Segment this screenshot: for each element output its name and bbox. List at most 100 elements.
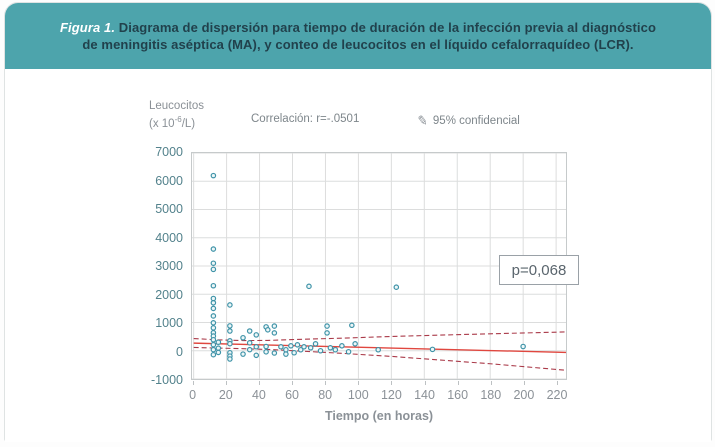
scatter-point (210, 346, 217, 353)
scatter-point (317, 347, 324, 354)
figure-caption-line2: de meningitis aséptica (MA), y conteo de… (82, 37, 634, 52)
scatter-point (375, 346, 381, 353)
y-tick-label: 6000 (155, 173, 183, 188)
scatter-point (215, 349, 222, 356)
scatter-point (227, 340, 233, 347)
scatter-point (265, 327, 271, 333)
scatter-point (339, 343, 345, 349)
scatter-point (520, 343, 526, 350)
y-tick-label: 1000 (155, 316, 183, 330)
y-axis-unit: (x 10-6/L) (149, 115, 196, 130)
scatter-point (210, 172, 217, 179)
x-tick-label: 180 (480, 388, 502, 402)
scatter-point (227, 302, 233, 308)
ci-lower-line (193, 346, 566, 371)
scatter-point (210, 266, 217, 273)
scatter-point (393, 284, 400, 290)
scatter-point (271, 350, 278, 356)
scatter-point (210, 320, 217, 326)
scatter-point (227, 323, 233, 329)
scatter-point (278, 344, 284, 350)
scatter-point (271, 330, 278, 336)
scatter-point (312, 341, 319, 347)
scatter-point (263, 343, 269, 350)
scatter-point (263, 349, 269, 355)
scatter-point (246, 328, 253, 334)
x-tick-mark (424, 381, 426, 385)
x-tick-label: 160 (447, 388, 469, 402)
scatter-point (253, 332, 260, 338)
scatter-point (291, 349, 297, 356)
x-axis-title: Tiempo (en horas) (324, 409, 434, 423)
x-tick-label: 140 (414, 388, 435, 402)
x-tick-mark (225, 381, 227, 385)
scatter-point (429, 346, 436, 353)
correlation-label: Correlación: r=-.0501 (251, 113, 360, 125)
scatter-point (210, 313, 217, 319)
scatter-point (253, 344, 260, 350)
x-tick-label: 120 (380, 388, 402, 402)
scatter-point (240, 334, 246, 341)
y-tick-label: -1000 (151, 373, 183, 387)
x-tick-mark (490, 381, 492, 385)
p-value-box: p=0,068 (499, 255, 579, 285)
x-tick-label: 100 (347, 388, 369, 402)
scatter-chart: Leucocitos (x 10-6/L) Correlación: r=-.0… (5, 69, 711, 442)
x-tick-mark (192, 381, 194, 385)
x-tick-mark (523, 381, 525, 385)
scatter-point (297, 346, 304, 353)
x-tick-label: 40 (251, 388, 266, 402)
scatter-point (240, 351, 246, 357)
x-tick-mark (292, 381, 294, 385)
scatter-point (227, 356, 233, 362)
scatter-point (301, 344, 307, 350)
y-axis-title: Leucocitos (x 10-6/L) (149, 99, 204, 131)
scatter-point (324, 323, 330, 329)
scatter-point (271, 323, 278, 329)
scatter-point (215, 339, 222, 346)
x-tick-label: 200 (513, 388, 535, 402)
scatter-point (294, 342, 301, 348)
x-tick-mark (325, 381, 327, 385)
scatter-point (227, 328, 233, 334)
scatter-point (345, 348, 352, 355)
scatter-point (210, 299, 217, 306)
pencil-line-icon: ✎ (416, 112, 429, 129)
x-tick-label: 0 (189, 388, 197, 402)
x-tick-mark (457, 381, 459, 385)
scatter-point (324, 330, 330, 336)
figure-label: Figura 1. (59, 20, 116, 35)
confidence-label: 95% confidencial (432, 115, 520, 127)
ci-upper-line (193, 331, 566, 342)
x-tick-mark (557, 381, 559, 385)
scatter-point (210, 305, 217, 312)
scatter-point (307, 345, 314, 351)
p-value-label: p=0,068 (511, 261, 567, 279)
scatter-point (246, 340, 253, 346)
figure-caption-line1: Diagrama de dispersión para tiempo de du… (118, 20, 656, 35)
y-tick-label: 3000 (155, 259, 183, 273)
scatter-point (288, 343, 294, 349)
scatter-point (283, 346, 289, 353)
scatter-point (352, 341, 358, 347)
y-tick-label: 4000 (155, 230, 183, 245)
scatter-point (253, 352, 260, 359)
x-tick-label: 20 (218, 388, 233, 402)
scatter-point (210, 336, 217, 343)
y-axis-title-text: Leucocitos (149, 100, 204, 112)
figure-caption: Figura 1. Diagrama de dispersión para ti… (20, 19, 696, 53)
scatter-point (306, 283, 312, 290)
confidence-legend: ✎ 95% confidencial (416, 112, 520, 129)
scatter-point (210, 246, 217, 252)
scatter-point (210, 282, 217, 289)
scatter-point (210, 341, 217, 348)
scatter-point (210, 351, 217, 358)
x-tick-mark (258, 381, 260, 385)
x-tick-mark (358, 381, 360, 385)
figure-card: Figura 1. Diagrama de dispersión para ti… (4, 2, 712, 442)
y-tick-label: 7000 (155, 145, 183, 159)
y-tick-label: 5000 (155, 202, 183, 216)
scatter-point (283, 351, 289, 357)
scatter-point (210, 325, 217, 331)
